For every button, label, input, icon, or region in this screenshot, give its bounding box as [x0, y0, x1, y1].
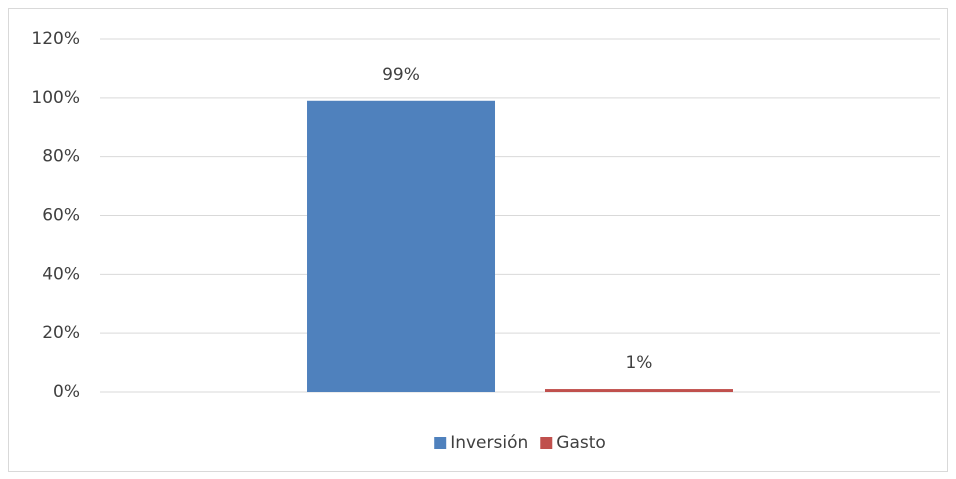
y-tick-label: 80% [42, 147, 80, 167]
y-tick-label: 20% [42, 323, 80, 343]
data-label: 1% [625, 353, 652, 373]
y-tick-label: 60% [42, 206, 80, 226]
legend-swatch [434, 437, 447, 449]
data-label: 99% [382, 65, 420, 85]
y-tick-label: 120% [31, 29, 80, 49]
legend-swatch [540, 437, 553, 449]
bar [544, 389, 733, 392]
legend-label: Gasto [556, 433, 606, 453]
y-tick-label: 100% [31, 88, 80, 108]
y-tick-label: 40% [42, 264, 80, 284]
bar [307, 100, 496, 393]
y-tick-label: 0% [53, 382, 80, 402]
legend-label: Inversión [450, 433, 528, 453]
